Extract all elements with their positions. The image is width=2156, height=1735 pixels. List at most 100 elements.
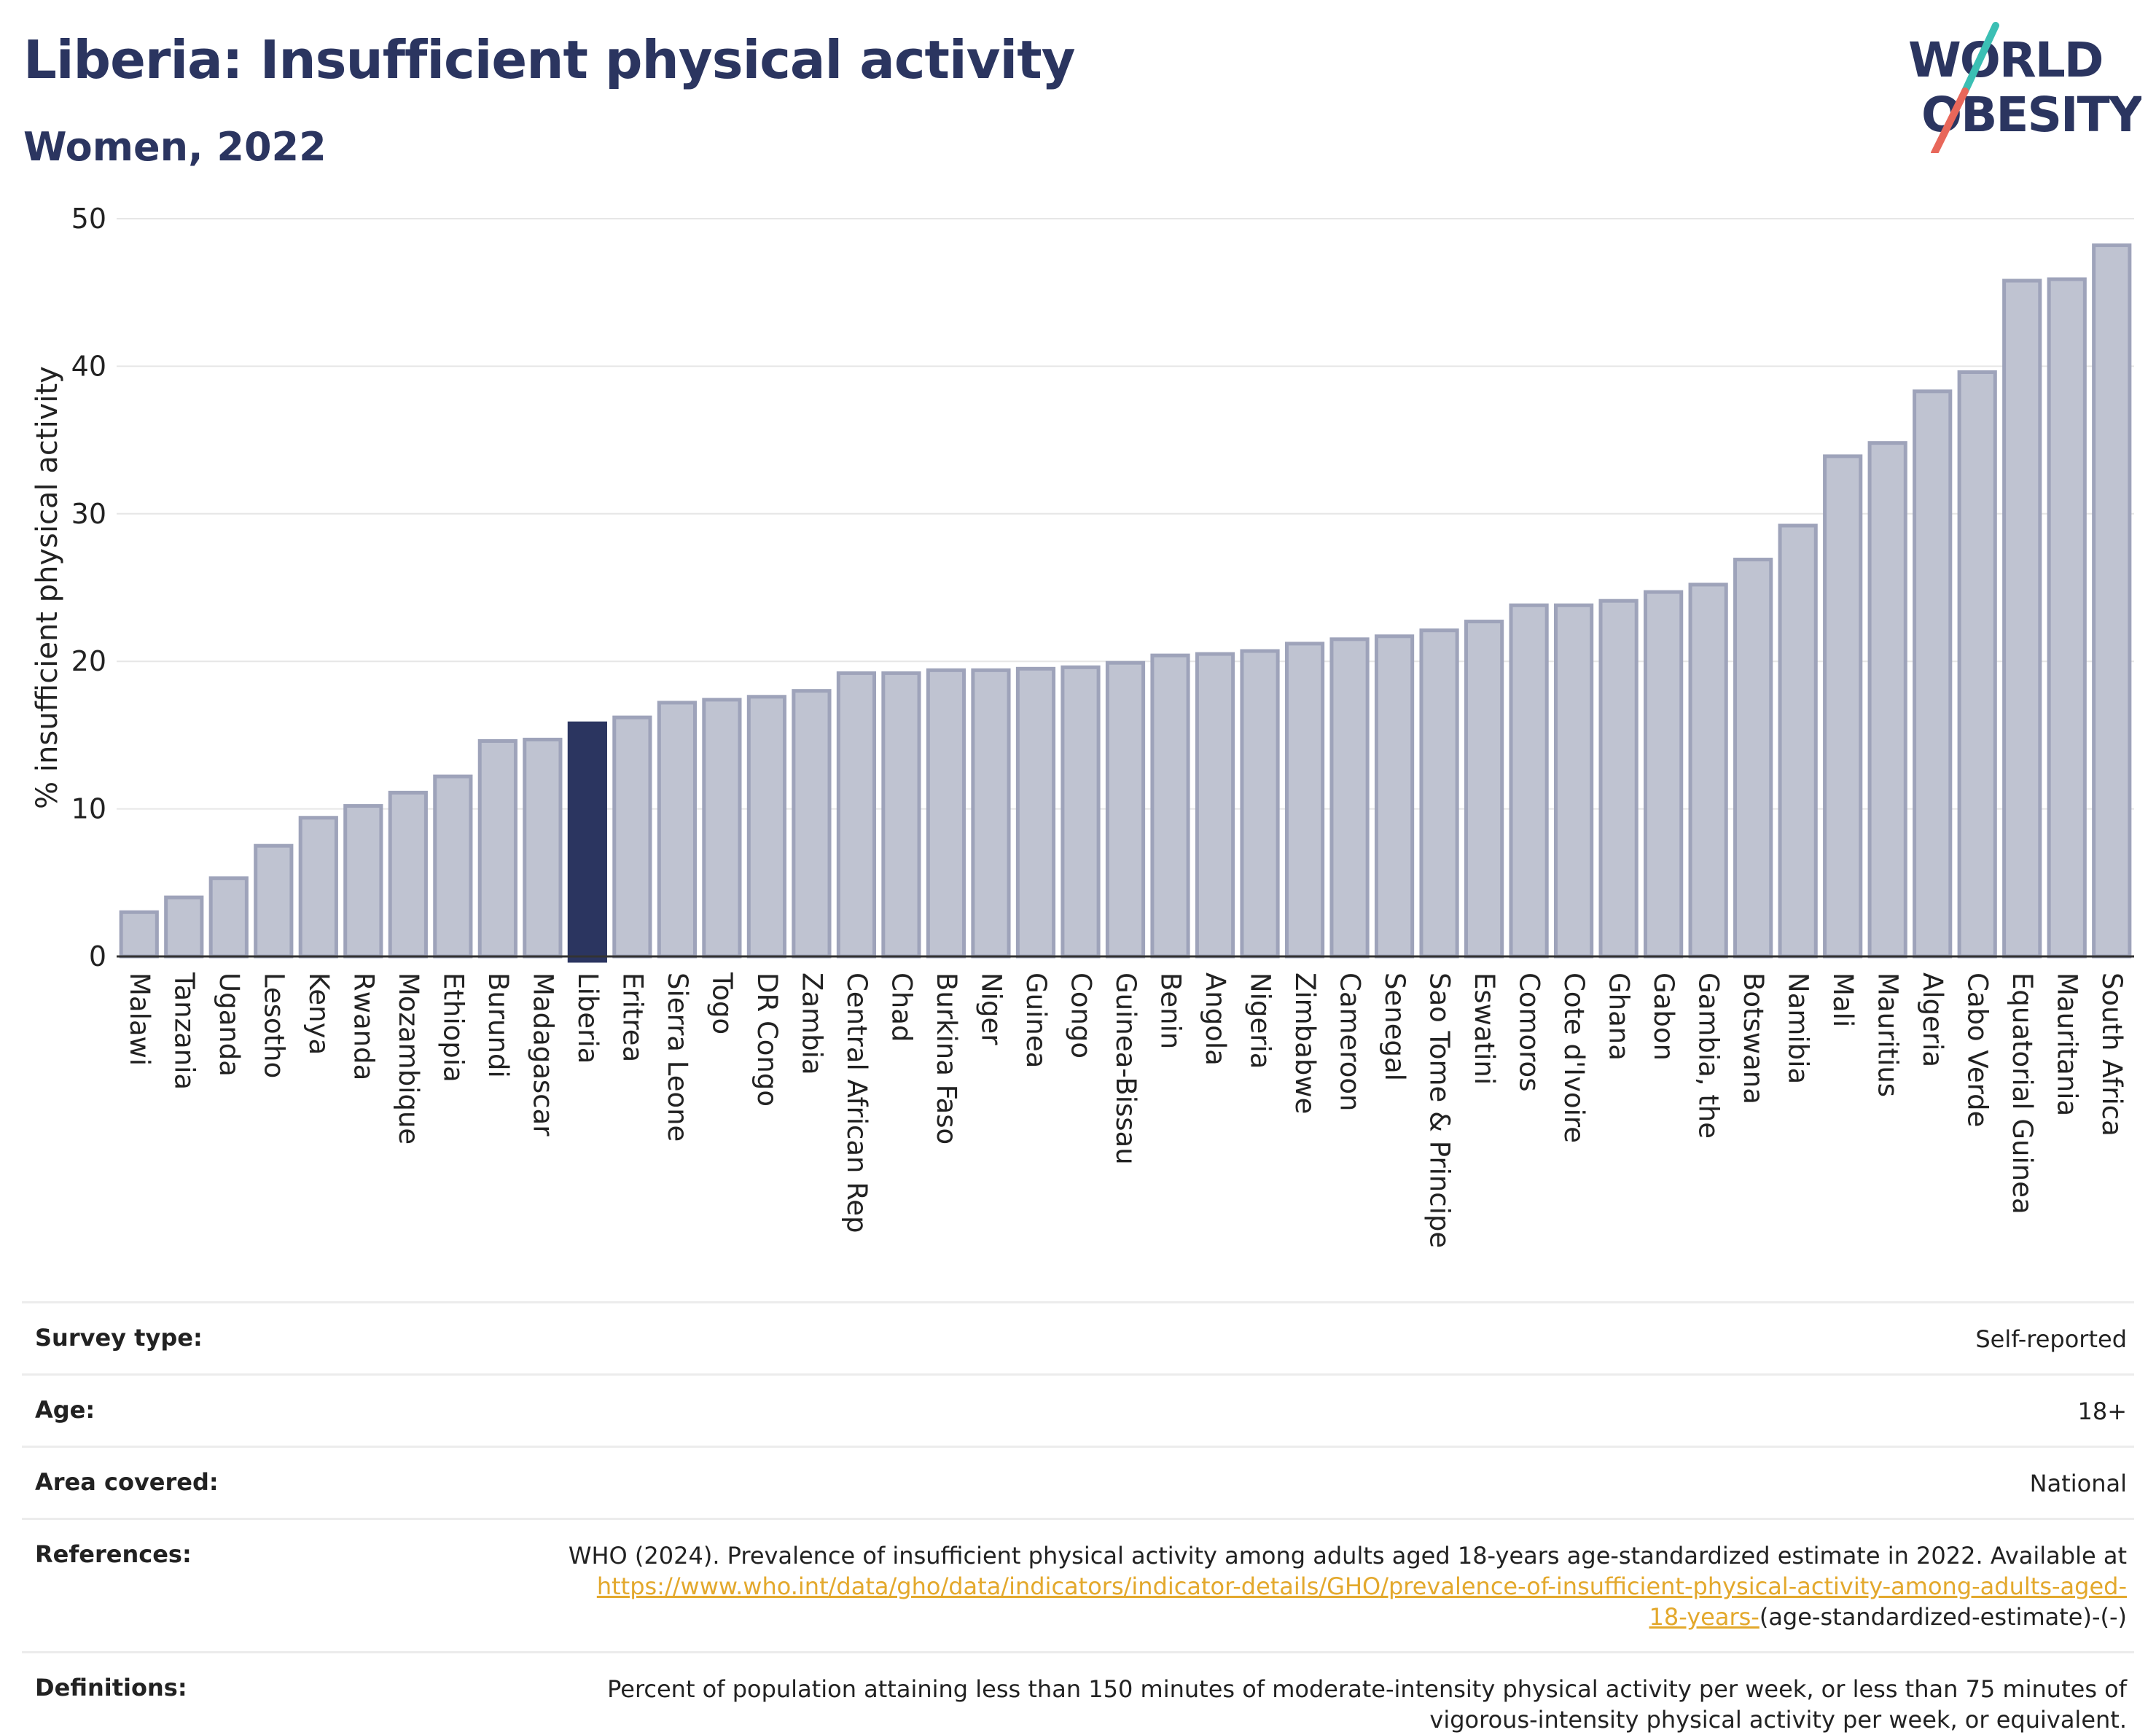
info-row-definitions: Definitions: Percent of population attai… [22, 1651, 2134, 1735]
chart-subtitle: Women, 2022 [23, 124, 327, 170]
bar-guinea [1015, 666, 1056, 959]
bar-uganda [208, 876, 249, 959]
bar-niger [971, 668, 1011, 959]
x-tick-label: Comoros [1514, 972, 1545, 1091]
references-link-line2: 18-years- [1649, 1603, 1759, 1631]
bar-mali [1823, 454, 1863, 959]
bar-liberia [567, 721, 607, 963]
x-tick-label: Mauritania [2052, 972, 2083, 1116]
definitions-line1: Percent of population attaining less tha… [607, 1675, 2127, 1703]
bar-zimbabwe [1284, 642, 1325, 959]
x-tick-label: Gabon [1648, 972, 1679, 1061]
bar-mozambique [388, 790, 428, 959]
definitions-value: Percent of population attaining less tha… [607, 1674, 2127, 1735]
y-axis-title: % insufficient physical activity [31, 366, 64, 809]
bar-comoros [1509, 603, 1549, 959]
bar-namibia [1778, 523, 1818, 959]
bar-ethiopia [433, 774, 473, 959]
references-link-line1: https://www.who.int/data/gho/data/indica… [596, 1572, 2127, 1600]
bar-malawi [119, 910, 159, 959]
x-tick-label: Algeria [1917, 972, 1948, 1067]
bar-congo [1061, 665, 1101, 959]
bar-mauritius [1867, 441, 1907, 959]
x-tick-label: Ghana [1604, 972, 1635, 1061]
bar-dr-congo [746, 695, 787, 959]
definitions-label: Definitions: [35, 1674, 187, 1701]
x-tick-label: Congo [1065, 972, 1096, 1058]
bar-eswatini [1464, 620, 1504, 959]
bar-rwanda [343, 804, 383, 959]
x-tick-label: Botswana [1738, 972, 1769, 1104]
age-value: 18+ [2077, 1397, 2127, 1425]
bar-burundi [477, 738, 517, 959]
bar-chart: 0 10 20 30 40 50 Malawi Tanzania Uganda Lesotho K… [31, 203, 2134, 1248]
bar-nigeria [1240, 649, 1280, 959]
bar-eritrea [612, 715, 652, 959]
x-tick-label: Sao Tome & Principe [1424, 972, 1456, 1248]
x-tick-label: Zimbabwe [1289, 972, 1321, 1114]
definitions-line2: vigorous-intensity physical activity per… [1429, 1706, 2127, 1734]
x-tick-label: Equatorial Guinea [2007, 972, 2038, 1214]
x-tick-label: Mauritius [1872, 972, 1904, 1097]
y-tick-label: 0 [89, 940, 106, 972]
bar-algeria [1913, 389, 1953, 959]
bar-guinea-bissau [1105, 660, 1146, 959]
x-tick-label: DR Congo [751, 972, 783, 1107]
bar-angola [1195, 652, 1235, 959]
x-tick-label: Mozambique [393, 972, 424, 1145]
references-label: References: [35, 1540, 192, 1568]
bar-central-african-rep [836, 671, 877, 959]
bar-chad [881, 671, 921, 959]
chart-title: Liberia: Insufficient physical activity [23, 29, 1076, 90]
x-tick-label: Namibia [1783, 972, 1814, 1084]
references-link[interactable]: https://www.who.int/data/gho/data/indica… [597, 1572, 2127, 1631]
x-tick-label: Ethiopia [437, 972, 469, 1083]
logo-line-world: WORLD [1908, 32, 2103, 88]
x-axis-labels: Malawi Tanzania Uganda Lesotho Kenya Rwanda Mo… [124, 972, 2128, 1248]
y-tick-label: 30 [71, 498, 106, 530]
x-tick-label: Eswatini [1469, 972, 1500, 1085]
x-tick-label: Cote d'Ivoire [1558, 972, 1590, 1143]
info-row-age: Age: 18+ [22, 1373, 2134, 1446]
bar-south-africa [2092, 243, 2132, 959]
age-label: Age: [35, 1396, 95, 1424]
x-tick-label: Kenya [303, 972, 335, 1055]
info-row-survey-type: Survey type: Self-reported [22, 1301, 2134, 1373]
survey-type-label: Survey type: [35, 1324, 203, 1352]
bar-sao-tome-principe [1419, 628, 1459, 959]
bar-lesotho [254, 843, 294, 959]
x-tick-label: Malawi [124, 972, 155, 1066]
bar-benin [1150, 653, 1190, 959]
world-obesity-logo: WORLD OBESITY [1908, 22, 2141, 153]
x-tick-label: Guinea [1020, 972, 1052, 1068]
x-tick-label: Benin [1155, 972, 1187, 1049]
bar-cabo-verde [1957, 370, 1997, 959]
x-tick-label: Central African Rep [841, 972, 872, 1233]
y-axis-ticks: 0 10 20 30 40 50 [71, 203, 106, 972]
bar-mauritania [2047, 277, 2087, 959]
x-tick-label: Burundi [483, 972, 514, 1078]
bar-botswana [1733, 558, 1773, 959]
info-table: Survey type: Self-reported Age: 18+ Area… [22, 1301, 2134, 1735]
x-tick-label: Nigeria [1245, 972, 1276, 1069]
bar-burkina-faso [926, 668, 966, 959]
x-tick-label: Cameroon [1335, 972, 1366, 1111]
x-tick-label: Lesotho [258, 972, 289, 1078]
logo-slash-top [1961, 22, 1999, 95]
x-tick-label: Tanzania [168, 972, 200, 1090]
logo-line-obesity: OBESITY [1921, 87, 2141, 143]
x-tick-label: Liberia [572, 972, 604, 1064]
bar-kenya [298, 816, 338, 959]
bar-gambia-the [1688, 582, 1728, 959]
bars [119, 243, 2132, 963]
y-tick-label: 50 [71, 203, 106, 235]
bar-cameroon [1329, 637, 1370, 959]
info-row-area: Area covered: National [22, 1446, 2134, 1518]
bar-madagascar [523, 737, 563, 959]
references-suffix: (age-standardized-estimate)-(-) [1759, 1603, 2127, 1631]
logo-slash-bottom [1931, 87, 1969, 153]
survey-type-value: Self-reported [1975, 1325, 2127, 1353]
x-tick-label: South Africa [2096, 972, 2128, 1136]
bar-gabon [1644, 590, 1684, 959]
area-label: Area covered: [35, 1468, 219, 1496]
